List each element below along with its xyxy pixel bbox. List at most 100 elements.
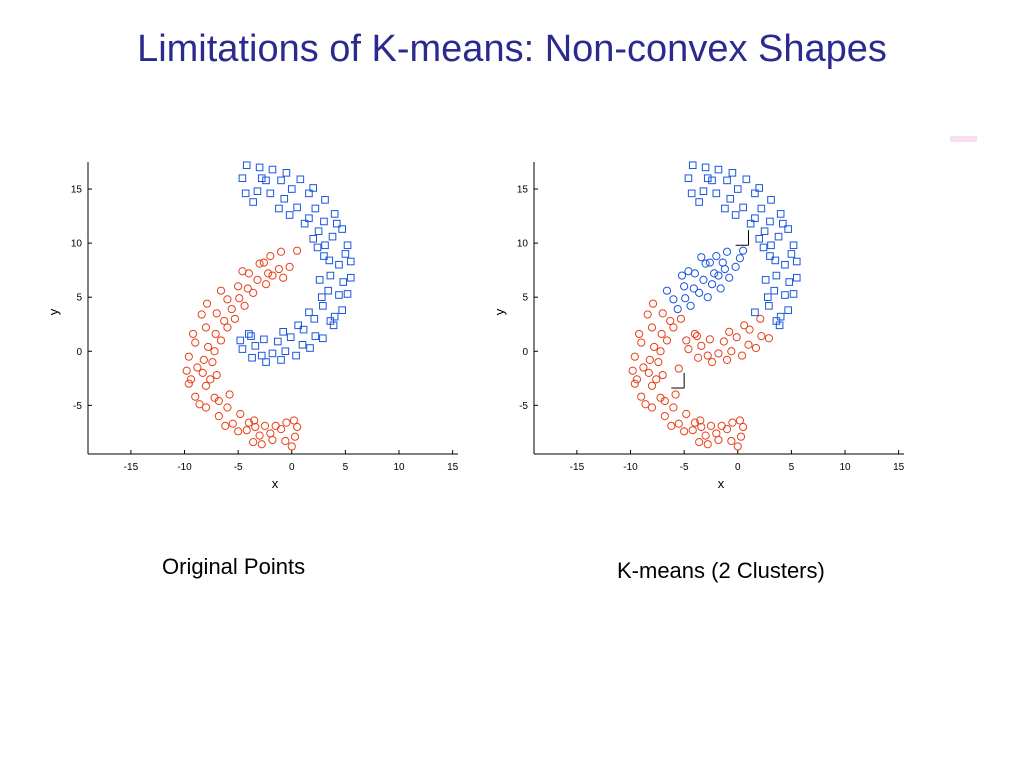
data-point-square	[784, 225, 792, 233]
data-point-square	[320, 217, 328, 226]
data-point-square	[319, 334, 327, 343]
data-point-circle	[669, 323, 678, 332]
data-point-circle	[249, 438, 258, 447]
data-point-circle	[628, 366, 637, 375]
data-point-circle	[223, 403, 232, 412]
data-point-square	[767, 196, 775, 204]
scatter-plot-original-points: -15 -10 -5 0 5 10 15 -5 0 5 10 15 x y	[30, 150, 500, 510]
caption-kmeans: K-means (2 Clusters)	[617, 558, 825, 583]
data-point-square	[701, 163, 710, 172]
data-point-square	[286, 333, 295, 341]
data-point-square	[305, 189, 313, 198]
data-point-square	[313, 243, 322, 252]
data-point-square	[774, 232, 783, 241]
data-point-circle	[682, 409, 691, 419]
data-point-circle	[641, 400, 650, 409]
x-tick-label: 10	[839, 462, 851, 473]
data-point-square	[779, 219, 787, 228]
data-point-circle	[722, 425, 732, 434]
data-point-circle	[635, 329, 644, 339]
data-point-circle	[727, 436, 736, 446]
data-point-square	[309, 184, 318, 192]
data-point-square	[321, 196, 329, 204]
data-point-circle	[289, 416, 299, 425]
data-point-square	[346, 273, 355, 282]
data-point-square	[255, 163, 264, 172]
data-point-square	[767, 241, 775, 250]
data-point-circle	[739, 422, 748, 432]
y-tick-label: 15	[71, 185, 83, 196]
data-point-square	[311, 332, 320, 340]
data-point-square	[335, 260, 343, 269]
data-point-circle	[680, 427, 689, 436]
data-point-square	[728, 169, 737, 177]
data-point-circle	[677, 271, 687, 280]
data-point-circle	[712, 251, 721, 261]
data-point-square	[242, 161, 251, 170]
data-point-circle	[739, 246, 748, 255]
data-point-circle	[223, 295, 232, 304]
data-point-square	[708, 176, 716, 185]
data-point-square	[346, 257, 355, 266]
data-point-circle	[701, 431, 710, 440]
data-point-circle	[669, 295, 678, 304]
data-point-square	[714, 165, 723, 174]
data-point-square	[321, 241, 329, 250]
data-point-circle	[632, 375, 642, 384]
data-point-circle	[714, 271, 723, 280]
data-point-circle	[654, 357, 663, 367]
data-point-square	[299, 325, 308, 334]
data-point-circle	[725, 273, 734, 282]
data-point-circle	[242, 426, 251, 435]
x-tick-label: -10	[177, 462, 192, 473]
data-point-circle	[676, 314, 686, 323]
data-point-circle	[744, 340, 753, 349]
data-point-circle	[264, 269, 273, 278]
data-point-circle	[250, 416, 259, 425]
data-point-circle	[757, 332, 766, 341]
data-point-circle	[722, 355, 732, 365]
slide-title: Limitations of K-means: Non-convex Shape…	[137, 28, 887, 70]
x-tick-label: -5	[680, 462, 689, 473]
data-point-square	[317, 293, 326, 301]
data-point-square	[309, 234, 318, 243]
data-point-square	[305, 308, 313, 317]
data-point-square	[781, 260, 789, 269]
data-point-circle	[656, 347, 665, 356]
data-point-circle	[293, 246, 302, 255]
data-point-circle	[696, 416, 705, 425]
data-point-square	[324, 286, 333, 295]
data-point-square	[726, 194, 735, 203]
data-point-square	[343, 241, 352, 250]
data-point-circle	[214, 412, 223, 421]
data-point-circle	[216, 336, 226, 345]
data-point-square	[326, 271, 335, 280]
data-point-circle	[645, 355, 654, 365]
series-2	[684, 161, 801, 330]
data-point-square	[721, 204, 729, 213]
scatter-plot-kmeans: -15 -10 -5 0 5 10 15 -5 0 5 10 15 x y	[476, 150, 946, 510]
scatter-plot-original-svg: -15 -10 -5 0 5 10 15 -5 0 5 10 15 x y	[46, 161, 459, 491]
data-point-circle	[279, 273, 288, 282]
data-point-square	[274, 337, 282, 346]
data-point-circle	[684, 267, 693, 276]
data-point-circle	[674, 419, 683, 428]
decorative-corner-mark	[950, 136, 977, 142]
data-point-circle	[737, 351, 747, 360]
data-point-circle	[697, 422, 706, 432]
data-point-square	[260, 335, 268, 344]
data-point-circle	[184, 352, 193, 361]
data-point-circle	[208, 357, 217, 367]
data-point-circle	[276, 425, 286, 434]
data-point-square	[277, 356, 285, 364]
series-1	[628, 299, 773, 451]
data-point-circle	[639, 363, 648, 372]
x-tick-label: 5	[789, 462, 795, 473]
centroid-marker	[735, 230, 749, 246]
data-point-circle	[705, 335, 714, 344]
data-point-square	[294, 321, 303, 330]
data-point-circle	[680, 282, 689, 291]
data-point-circle	[735, 416, 745, 425]
data-point-square	[751, 189, 759, 198]
data-point-square	[328, 232, 337, 241]
